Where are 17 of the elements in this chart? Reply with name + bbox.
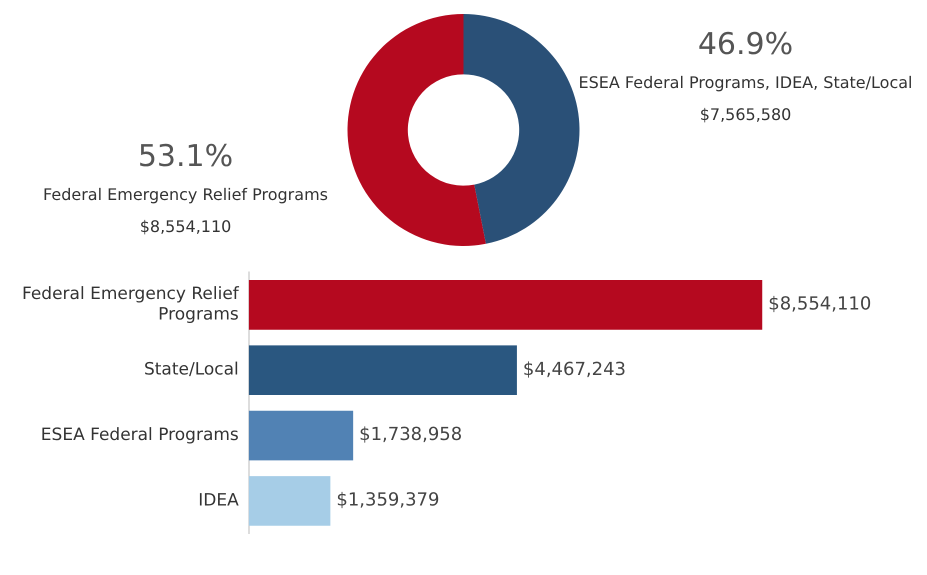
y-tick-label: IDEA (198, 490, 240, 510)
data-label: $1,738,958 (359, 424, 462, 446)
data-label: $4,467,243 (522, 358, 626, 380)
text: $7,565,580 (700, 105, 792, 124)
slice-label: ESEA Federal Programs, IDEA, State/Local (578, 73, 912, 92)
y-tick-label: ESEA Federal Programs (40, 424, 239, 445)
data-label: $1,359,379 (336, 490, 440, 511)
bar (248, 410, 354, 460)
y-tick-label: State/Local (144, 360, 239, 380)
bar (248, 476, 330, 526)
data-label: 53.1% (138, 138, 234, 174)
y-tick-label: Federal Emergency Relief Programs (22, 284, 240, 324)
data-label: 46.9% (698, 26, 794, 62)
text: $8,554,110 (140, 217, 232, 236)
data-label: $8,554,110 (768, 294, 872, 315)
bar (248, 280, 762, 330)
bar (248, 345, 517, 396)
